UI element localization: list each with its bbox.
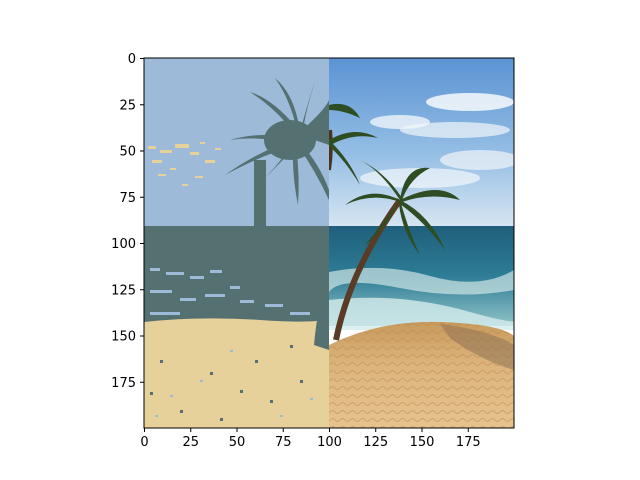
- photo-half: [327, 58, 514, 428]
- x-tick-label: 125: [363, 435, 388, 450]
- image-area: [144, 58, 514, 428]
- x-axis: 0 25 50 75 100 125 150 175: [140, 428, 481, 450]
- palm-silhouette: [225, 78, 329, 226]
- x-tick-label: 175: [456, 435, 481, 450]
- x-tick-label: 150: [410, 435, 435, 450]
- posterized-half: [144, 58, 329, 428]
- x-tick-label: 25: [182, 435, 199, 450]
- y-tick-label: 75: [119, 191, 136, 206]
- y-tick-label: 125: [111, 283, 136, 298]
- y-tick-label: 150: [111, 330, 136, 345]
- y-tick-label: 50: [119, 145, 136, 160]
- x-tick-label: 0: [140, 435, 148, 450]
- palm-fronds: [329, 103, 460, 255]
- y-axis: 0 25 50 75 100 125 150 175: [111, 52, 144, 391]
- x-tick-label: 75: [275, 435, 292, 450]
- x-tick-label: 50: [229, 435, 246, 450]
- x-tick-label: 100: [317, 435, 342, 450]
- y-tick-label: 25: [119, 98, 136, 113]
- y-tick-label: 0: [128, 52, 136, 67]
- y-tick-label: 100: [111, 237, 136, 252]
- y-tick-label: 175: [111, 376, 136, 391]
